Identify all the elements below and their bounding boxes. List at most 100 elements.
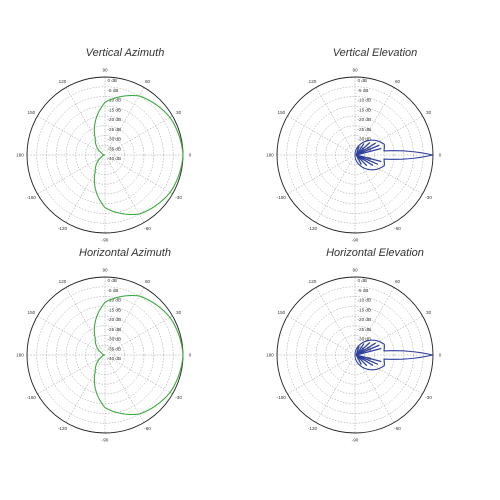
ring-db-label: -35 dB [108,346,122,351]
radiation-pattern-curve [354,339,434,371]
ring-db-label: -10 dB [108,298,122,303]
side-lobe [355,354,368,367]
ring-db-label: -20 dB [358,317,372,322]
angle-tick-label: 90 [352,268,358,273]
grid-spoke [315,287,354,352]
chart-title: Horizontal Elevation [326,247,424,259]
polar-plot: 0 30 60 90 120 150 180 -150 -120 -90 -60 -30 0 dB -5 … [266,268,442,443]
angle-tick-label: -90 [102,238,109,243]
ring-db-label: 0 dB [108,278,117,283]
grid-spoke [356,287,395,352]
side-lobe [355,154,362,165]
side-lobe [355,154,374,166]
angle-tick-label: 120 [59,279,67,284]
side-lobe [355,344,380,356]
grid-spoke [37,156,102,195]
grid-spoke [287,315,352,354]
angle-tick-label: -90 [102,438,109,443]
chart-title: Vertical Azimuth [85,47,165,59]
chart-panel-horizontal-elevation: Horizontal Elevation 0 30 60 90 120 150 180 -15… [250,200,500,450]
side-lobe [355,354,374,366]
ring-db-label: -20 dB [108,317,122,322]
ring-db-label: 0 dB [358,78,367,83]
side-lobe [355,342,376,356]
grid-spoke [287,156,352,195]
angle-tick-label: -90 [352,238,359,243]
ring-db-label: -30 dB [358,337,372,342]
grid-ring [56,106,154,204]
angle-tick-label: 90 [352,68,358,73]
angle-tick-label: 180 [16,353,24,358]
grid-ring [306,306,404,404]
ring-db-label: -20 dB [108,117,122,122]
angle-tick-label: -150 [27,395,37,400]
chart-panel-vertical-elevation: Vertical Elevation 0 30 60 90 120 150 180 -150 -… [250,0,500,250]
angle-tick-label: 180 [266,353,274,358]
grid-ring [95,345,115,365]
ring-db-label: -10 dB [108,98,122,103]
grid-ring [345,345,365,365]
grid-spoke [356,87,395,152]
grid-ring [65,315,145,395]
angle-tick-label: 60 [145,279,151,284]
chart-title: Horizontal Azimuth [79,247,171,259]
side-lobe [355,145,360,156]
ring-db-label: -10 dB [358,298,372,303]
side-lobe [355,345,360,356]
angle-tick-label: 120 [309,79,317,84]
side-lobe [355,354,362,365]
ring-db-label: -15 dB [358,307,372,312]
angle-tick-label: -120 [58,226,68,231]
grid-spoke [287,115,352,154]
angle-tick-label: 120 [59,79,67,84]
side-lobe [355,354,382,363]
grid-ring [95,145,115,165]
ring-db-label: -10 dB [358,98,372,103]
grid-spoke [65,358,104,423]
ring-db-label: -30 dB [108,137,122,142]
angle-tick-label: -120 [308,426,318,431]
ring-db-label: -35 dB [358,346,372,351]
side-lobe [355,343,365,356]
grid-spoke [37,315,102,354]
grid-ring [56,306,154,404]
angle-tick-label: 30 [426,310,432,315]
grid-spoke [106,158,145,223]
angle-tick-label: 180 [266,153,274,158]
side-lobe [355,154,382,163]
grid-spoke [315,358,354,423]
angle-tick-label: -60 [144,426,151,431]
grid-ring [65,115,145,195]
angle-tick-label: 90 [102,68,108,73]
angle-tick-label: -30 [175,195,182,200]
ring-db-label: -5 dB [358,88,369,93]
angle-tick-label: 180 [16,153,24,158]
angle-tick-label: -60 [144,226,151,231]
side-lobe [355,147,382,156]
grid-ring [345,145,365,165]
angle-tick-label: -120 [308,226,318,231]
grid-spoke [106,287,145,352]
polar-plot: 0 30 60 90 120 150 180 -150 -120 -90 -60 -30 0 dB -5 … [16,268,192,443]
grid-ring [306,106,404,204]
angle-tick-label: -60 [394,226,401,231]
ring-db-label: -30 dB [358,137,372,142]
chart-title: Vertical Elevation [332,47,418,59]
chart-panel-vertical-azimuth: Vertical Azimuth 0 30 60 90 120 150 180 -150 -12… [0,0,250,250]
grid-spoke [106,358,145,423]
angle-tick-label: 0 [439,353,442,358]
angle-tick-label: -30 [425,395,432,400]
ring-db-label: -5 dB [108,88,119,93]
ring-db-label: -25 dB [108,127,122,132]
grid-spoke [315,158,354,223]
angle-tick-label: 30 [426,110,432,115]
grid-spoke [356,358,395,423]
grid-ring [315,315,395,395]
angle-tick-label: 90 [102,268,108,273]
angle-tick-label: 150 [28,110,36,115]
grid-spoke [37,356,102,395]
polar-plot: 0 30 60 90 120 150 180 -150 -120 -90 -60 -30 0 dB -5 … [266,68,442,243]
angle-tick-label: -150 [277,195,287,200]
grid-spoke [65,87,104,152]
grid-spoke [315,87,354,152]
